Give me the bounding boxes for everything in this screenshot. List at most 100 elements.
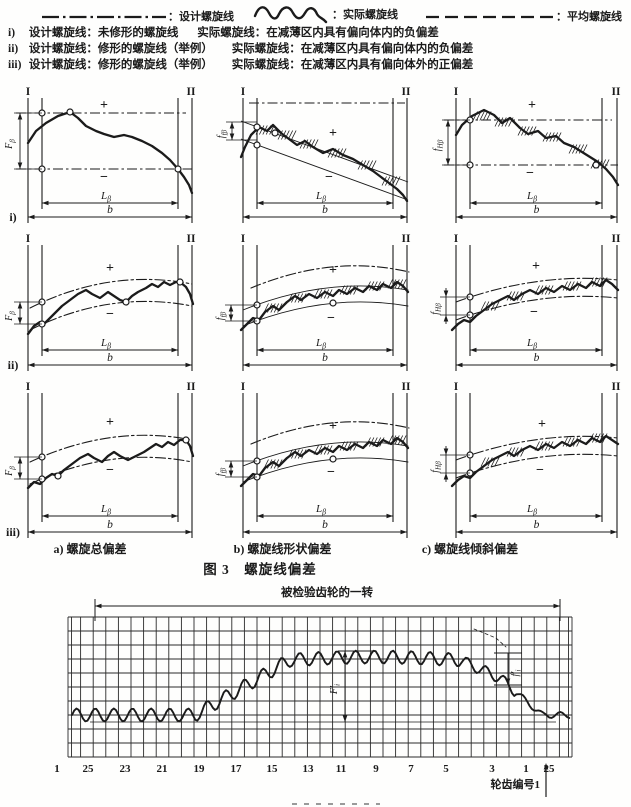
svg-text:1: 1 xyxy=(54,763,60,775)
svg-text:I: I xyxy=(241,86,246,98)
svg-text:II: II xyxy=(402,86,411,98)
svg-text:11: 11 xyxy=(336,763,346,775)
svg-text:+: + xyxy=(532,259,540,274)
svg-text:15: 15 xyxy=(267,763,279,775)
svg-text:II: II xyxy=(187,233,196,245)
svg-text:−: − xyxy=(106,307,114,322)
svg-text:II: II xyxy=(612,381,621,393)
svg-text:II: II xyxy=(402,381,411,393)
dash-dot-line-sample xyxy=(42,15,166,19)
definition-i-actual: 实际螺旋线：在减薄区内具有偏向体内的负偏差 xyxy=(197,27,439,39)
definition-iii: iii) 设计螺旋线：修形的螺旋线（举例） 实际螺旋线：在减薄区内具有偏向体外的… xyxy=(8,57,473,73)
svg-text:Lβ: Lβ xyxy=(100,190,111,204)
caption-column-a: a) 螺旋总偏差 xyxy=(53,542,127,556)
svg-text:ffβ: ffβ xyxy=(216,129,229,138)
svg-text:+: + xyxy=(538,417,546,432)
svg-text:Lβ: Lβ xyxy=(315,337,326,351)
svg-text:Lβ: Lβ xyxy=(526,503,537,517)
definition-ii-actual: 实际螺旋线：在减薄区内具有偏向体内的负偏差 xyxy=(231,43,474,55)
svg-text:I: I xyxy=(241,233,246,245)
legend-actual-helix-label: ：实际螺旋线 xyxy=(332,9,398,21)
legend-actual-helix: ：实际螺旋线 xyxy=(252,3,398,25)
definition-i-prefix: i) xyxy=(8,27,16,39)
svg-text:II: II xyxy=(187,381,196,393)
svg-text:II: II xyxy=(402,233,411,245)
svg-text:I: I xyxy=(26,381,31,393)
svg-text:1: 1 xyxy=(523,763,529,775)
svg-text:ffβ: ffβ xyxy=(215,311,228,320)
caption-column-c: c) 螺旋线倾斜偏差 xyxy=(421,542,519,556)
svg-text:b: b xyxy=(107,519,113,531)
svg-text:3: 3 xyxy=(489,763,495,775)
definition-iii-actual: 实际螺旋线：在减薄区内具有偏向体外的正偏差 xyxy=(231,59,474,71)
helix-definitions: i) 设计螺旋线：未修形的螺旋线 实际螺旋线：在减薄区内具有偏向体内的负偏差 i… xyxy=(8,25,473,73)
svg-text:F′i: F′i xyxy=(329,684,342,695)
svg-text:Lβ: Lβ xyxy=(100,503,111,517)
svg-text:13: 13 xyxy=(303,763,315,775)
caption-column-b: b) 螺旋线形状偏差 xyxy=(233,542,332,556)
svg-text:I: I xyxy=(26,86,31,98)
svg-text:Fβ: Fβ xyxy=(4,311,17,322)
svg-text:iii): iii) xyxy=(6,525,20,539)
svg-text:Lβ: Lβ xyxy=(315,503,326,517)
svg-text:b: b xyxy=(534,352,540,364)
svg-text:23: 23 xyxy=(120,763,132,775)
svg-text:21: 21 xyxy=(157,763,168,775)
svg-text:+: + xyxy=(329,263,337,278)
svg-text:b: b xyxy=(107,204,113,216)
svg-text:Lβ: Lβ xyxy=(315,190,326,204)
svg-text:b: b xyxy=(322,519,328,531)
svg-text:II: II xyxy=(187,86,196,98)
svg-text:f′i: f′i xyxy=(510,670,523,677)
figure3-caption: 图 3 螺旋线偏差 xyxy=(203,562,317,577)
definition-iii-design: 设计螺旋线：修形的螺旋线（举例） xyxy=(28,59,213,71)
legend-design-helix: ：设计螺旋线 xyxy=(40,5,234,27)
definition-i: i) 设计螺旋线：未修形的螺旋线 实际螺旋线：在减薄区内具有偏向体内的负偏差 xyxy=(8,25,473,41)
svg-text:被检验齿轮的一转: 被检验齿轮的一转 xyxy=(281,585,373,599)
definition-iii-prefix: iii) xyxy=(8,59,22,71)
svg-text:Fβ: Fβ xyxy=(4,466,17,477)
svg-text:ffβ: ffβ xyxy=(215,467,228,476)
svg-text:轮齿编号1: 轮齿编号1 xyxy=(491,777,541,791)
svg-text:−: − xyxy=(327,311,335,326)
svg-text:fHβ: fHβ xyxy=(430,461,443,473)
svg-text:I: I xyxy=(454,233,459,245)
svg-text:fHβ: fHβ xyxy=(430,303,443,315)
svg-text:+: + xyxy=(329,419,337,434)
legend-design-helix-label: ：设计螺旋线 xyxy=(168,11,234,23)
svg-text:fHβ: fHβ xyxy=(432,139,445,151)
wavy-line-sample xyxy=(253,6,328,24)
definition-i-design: 设计螺旋线：未修形的螺旋线 xyxy=(28,27,179,39)
svg-text:19: 19 xyxy=(194,763,206,775)
svg-text:−: − xyxy=(526,166,534,181)
svg-text:b: b xyxy=(322,204,328,216)
svg-text:i): i) xyxy=(9,210,16,224)
definition-ii: ii) 设计螺旋线：修形的螺旋线（举例） 实际螺旋线：在减薄区内具有偏向体内的负… xyxy=(8,41,473,57)
svg-text:−: − xyxy=(100,170,108,185)
legend-mean-helix-label: ：平均螺旋线 xyxy=(556,11,622,23)
svg-text:25: 25 xyxy=(83,763,95,775)
svg-text:I: I xyxy=(241,381,246,393)
definition-ii-design: 设计螺旋线：修形的螺旋线（举例） xyxy=(28,43,213,55)
svg-text:+: + xyxy=(106,261,114,276)
svg-text:−: − xyxy=(325,170,333,185)
svg-text:Lβ: Lβ xyxy=(100,337,111,351)
svg-text:−: − xyxy=(536,463,544,478)
definition-ii-prefix: ii) xyxy=(8,43,19,55)
svg-text:II: II xyxy=(612,86,621,98)
svg-text:−: − xyxy=(327,465,335,480)
svg-text:5: 5 xyxy=(443,763,449,775)
dashed-line-sample xyxy=(426,15,554,19)
svg-text:17: 17 xyxy=(231,763,243,775)
